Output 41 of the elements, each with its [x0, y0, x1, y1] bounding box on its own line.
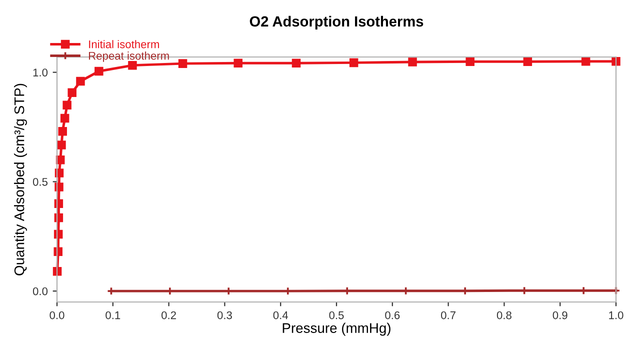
point	[54, 168, 64, 178]
x-tick-label: 0.6	[385, 311, 400, 320]
x-tick-label: 0.2	[162, 311, 176, 320]
point	[54, 247, 62, 256]
x-tick-label: 0.0	[50, 311, 64, 320]
x-tick-label: 0.7	[441, 311, 456, 320]
point	[466, 57, 474, 66]
point	[68, 88, 76, 98]
point	[234, 58, 242, 68]
point	[57, 140, 66, 150]
point	[408, 58, 417, 66]
chart-title: O2 Adsorption Isotherms	[250, 16, 424, 30]
x-tick-label: 1.0	[609, 311, 624, 320]
x-axis-title: Pressure (mmHg)	[282, 322, 390, 336]
point	[62, 100, 72, 110]
point	[54, 199, 64, 208]
point	[52, 267, 62, 276]
point	[178, 59, 188, 68]
x-tick-label: 0.8	[496, 311, 512, 320]
point	[94, 66, 104, 76]
point	[581, 57, 590, 66]
x-tick-label: 0.3	[217, 311, 232, 320]
point	[60, 114, 70, 123]
point	[349, 58, 358, 68]
legend-label: Repeat isotherm	[88, 52, 169, 62]
legend-label: Initial isotherm	[89, 40, 159, 48]
y-tick-label: 0.0	[32, 287, 48, 296]
y-tick-label: 0.5	[32, 178, 48, 186]
x-tick-label: 0.5	[329, 311, 344, 320]
y-axis-title: Quantity Adsorbed (cm³/g STP)	[14, 84, 27, 276]
y-tick-label: 1.0	[33, 68, 48, 76]
point	[54, 182, 64, 192]
x-tick-label: 0.9	[552, 311, 568, 320]
point	[292, 58, 301, 68]
point	[76, 76, 85, 86]
point	[58, 127, 67, 136]
point	[128, 60, 137, 70]
point	[523, 57, 532, 66]
point	[612, 57, 620, 66]
x-tick-label: 0.1	[106, 311, 120, 320]
x-tick-label: 0.4	[273, 311, 288, 320]
